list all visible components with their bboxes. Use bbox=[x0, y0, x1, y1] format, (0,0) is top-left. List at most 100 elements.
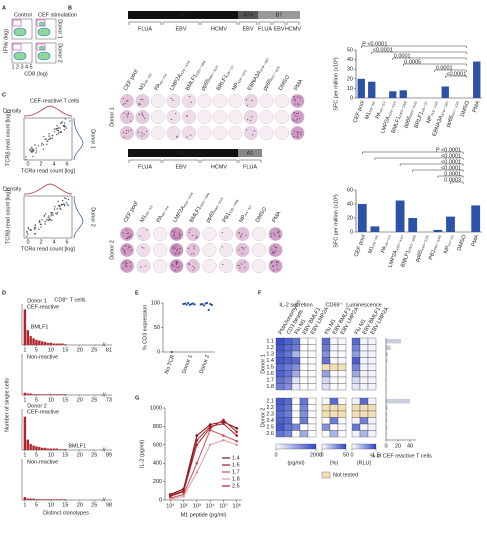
spot bbox=[191, 234, 193, 237]
heat-cell bbox=[299, 410, 309, 418]
point bbox=[195, 471, 199, 474]
label: Non-reactive bbox=[27, 459, 58, 465]
well bbox=[150, 109, 166, 125]
bar bbox=[386, 365, 387, 370]
spot bbox=[190, 134, 192, 136]
x-tick-label: Donor 1 bbox=[181, 354, 193, 374]
heat-cell bbox=[283, 363, 293, 371]
bar bbox=[26, 439, 29, 450]
hla-bar bbox=[238, 149, 262, 157]
p-bracket bbox=[437, 175, 464, 178]
well-label: PA₄₆₋₅₄ bbox=[156, 204, 171, 224]
spot bbox=[122, 267, 124, 269]
heat-cell bbox=[359, 363, 369, 371]
read-dot bbox=[26, 231, 28, 233]
read-dot bbox=[63, 128, 65, 131]
y-tick-label: 0 bbox=[157, 349, 160, 355]
spot bbox=[238, 232, 240, 234]
donor-label: Donor 2 bbox=[27, 403, 47, 409]
bar bbox=[32, 445, 35, 450]
spot bbox=[125, 132, 127, 135]
heat-cell bbox=[359, 357, 369, 365]
well bbox=[259, 109, 274, 125]
read-dot bbox=[49, 218, 51, 221]
spot bbox=[138, 104, 140, 106]
x-tick-label: 10 bbox=[48, 397, 54, 403]
bar bbox=[399, 90, 407, 98]
read-dot bbox=[29, 149, 31, 152]
scatter-box bbox=[23, 117, 73, 161]
virus-bracket bbox=[258, 21, 272, 25]
label: Donor 2 bbox=[90, 207, 96, 227]
x-tick-label: 20 bbox=[395, 443, 401, 449]
bar bbox=[473, 61, 481, 98]
x-tick-label: PA₄₆₋₅₄ bbox=[380, 233, 392, 253]
spot bbox=[244, 261, 246, 263]
x-tick-label: No TCR bbox=[164, 354, 176, 375]
label: 5 bbox=[29, 64, 32, 70]
bar bbox=[58, 449, 61, 450]
label: 0 bbox=[26, 161, 29, 167]
read-dot bbox=[48, 219, 50, 221]
heat-cell bbox=[291, 417, 301, 425]
heat-cell bbox=[283, 376, 293, 384]
spot bbox=[299, 97, 301, 99]
bar bbox=[55, 448, 58, 450]
heat-cell bbox=[291, 383, 301, 391]
x-tick-label: Donor 2 bbox=[199, 354, 211, 374]
bar bbox=[23, 309, 27, 345]
label: (pg/ml) bbox=[287, 460, 304, 466]
read-dot bbox=[57, 200, 59, 203]
label: 0 bbox=[26, 239, 29, 245]
spot bbox=[188, 96, 191, 98]
bar bbox=[41, 341, 44, 345]
scale-label: 0 bbox=[320, 452, 323, 458]
x-tick-label: 5 bbox=[35, 502, 38, 508]
heat-cell bbox=[291, 363, 301, 371]
y-tick-label: 30 bbox=[347, 67, 353, 73]
spot bbox=[189, 228, 191, 231]
virus-label: FLUA bbox=[258, 26, 272, 32]
spot bbox=[275, 250, 277, 252]
heat-cell bbox=[299, 397, 309, 405]
heat-cell bbox=[337, 376, 347, 384]
p-bracket bbox=[362, 151, 464, 154]
x-tick-label: M1₅₈₋₆₆ bbox=[367, 234, 379, 254]
spot bbox=[273, 245, 276, 247]
x-tick-label: DMSO bbox=[460, 99, 472, 117]
label: 4 bbox=[52, 239, 55, 245]
bar bbox=[441, 86, 449, 98]
spot bbox=[175, 252, 177, 254]
read-dot bbox=[51, 219, 53, 221]
spot bbox=[296, 96, 299, 98]
heat-cell bbox=[329, 404, 339, 412]
heat-cell bbox=[307, 350, 317, 358]
flow-gate bbox=[12, 43, 22, 51]
read-dot bbox=[42, 143, 45, 146]
heat-cell bbox=[359, 370, 369, 378]
well-label: PMA bbox=[293, 78, 304, 92]
spot bbox=[192, 269, 194, 271]
spot bbox=[271, 248, 273, 251]
well-label: NP₄₄₋₅₂ bbox=[238, 204, 253, 224]
read-dot bbox=[56, 125, 58, 127]
p-bracket bbox=[374, 157, 464, 160]
x-tick-label: 1 bbox=[23, 502, 26, 508]
read-dot bbox=[38, 228, 40, 231]
p-value: 0.0003 bbox=[444, 177, 461, 183]
virus-label: HCMV bbox=[211, 26, 228, 32]
read-dot bbox=[67, 204, 69, 207]
spot bbox=[271, 261, 273, 263]
spot bbox=[294, 103, 296, 105]
color-scale bbox=[351, 443, 377, 450]
heat-cell bbox=[351, 363, 361, 371]
read-dot bbox=[58, 205, 61, 208]
y-tick-label: 600 bbox=[153, 442, 162, 448]
row-label: 1.6 bbox=[266, 371, 274, 377]
well-label: PA₄₆₋₅₄ bbox=[154, 72, 169, 92]
spot bbox=[292, 99, 295, 101]
well bbox=[150, 93, 166, 109]
spot bbox=[293, 96, 295, 98]
point bbox=[187, 301, 190, 305]
bar bbox=[386, 352, 388, 357]
